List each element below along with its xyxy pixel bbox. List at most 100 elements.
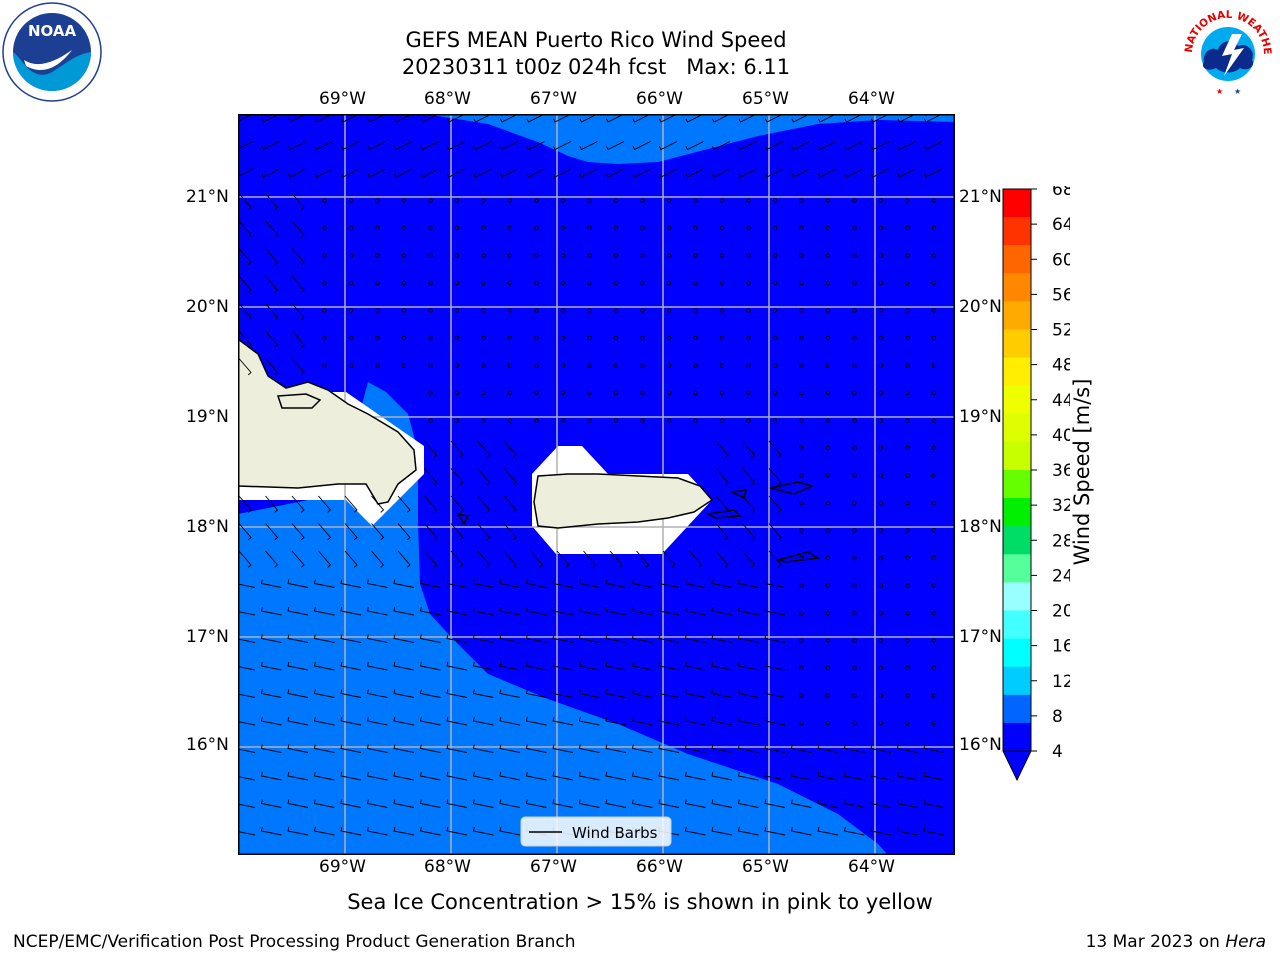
wind-barb xyxy=(552,799,574,808)
wind-barb-calm xyxy=(905,693,910,698)
wind-barb-calm xyxy=(905,253,910,258)
wind-barb-calm xyxy=(931,610,937,616)
wind-barb-calm xyxy=(799,363,804,368)
wind-barb xyxy=(340,799,362,808)
wind-barb-calm xyxy=(454,390,460,396)
wind-barb-calm xyxy=(348,335,354,341)
wind-barb xyxy=(605,114,625,123)
wind-barb xyxy=(737,661,759,671)
wind-barb xyxy=(318,550,332,568)
wind-barb xyxy=(844,141,863,151)
wind-barb xyxy=(685,168,704,178)
wind-barb xyxy=(768,440,782,458)
wind-barb xyxy=(260,716,282,726)
wind-barb xyxy=(397,550,411,568)
wind-barb xyxy=(897,114,916,123)
wind-barb xyxy=(366,826,388,836)
wind-barb xyxy=(764,579,786,588)
wind-barb-calm xyxy=(931,253,937,258)
wind-barb xyxy=(291,523,305,541)
wind-barb xyxy=(238,248,252,266)
wind-barb-calm xyxy=(428,363,433,368)
land-puerto-rico xyxy=(533,473,714,529)
land-hispaniola xyxy=(238,338,417,505)
wind-barb xyxy=(340,716,362,726)
wind-barb xyxy=(238,358,252,376)
wind-barb-calm xyxy=(613,390,619,396)
wind-barb xyxy=(393,141,413,151)
wind-barb xyxy=(340,634,362,643)
wind-barb xyxy=(424,550,438,568)
wind-barb xyxy=(238,611,256,616)
wind-barb xyxy=(260,606,282,616)
wind-barb-calm xyxy=(401,225,407,231)
wind-barb-calm xyxy=(931,528,937,533)
wind-barb xyxy=(313,771,335,781)
land-virgin-islands xyxy=(456,481,821,563)
wind-barb xyxy=(238,114,254,123)
wind-barb xyxy=(477,550,491,568)
wind-barb xyxy=(340,168,360,178)
wind-barb xyxy=(314,114,333,123)
wind-barb-calm xyxy=(587,308,592,313)
wind-barb-calm xyxy=(375,198,380,203)
wind-barb-calm xyxy=(401,363,407,368)
colorbar-tick-label: 48 xyxy=(1052,356,1070,376)
wind-barb-calm xyxy=(772,390,778,396)
wind-barb xyxy=(260,661,282,671)
wind-barb xyxy=(313,744,335,753)
lon-tick-top: 66°W xyxy=(636,89,683,109)
wind-barb xyxy=(424,468,438,486)
wind-barb xyxy=(419,689,441,698)
wind-barb-calm xyxy=(375,363,380,368)
wind-barb xyxy=(419,744,441,753)
wind-barb-calm xyxy=(560,253,566,258)
colorbar-band xyxy=(1003,217,1031,246)
wind-barb-calm xyxy=(931,280,937,286)
wind-barb xyxy=(265,220,279,238)
wind-barb-calm xyxy=(534,363,539,368)
wind-barb-calm xyxy=(534,308,539,313)
wind-barb xyxy=(552,634,574,643)
wind-barb xyxy=(238,168,254,178)
wind-barb-calm xyxy=(772,335,778,341)
wind-barb xyxy=(344,550,358,568)
wind-barb xyxy=(287,114,307,123)
wind-barb-calm xyxy=(719,253,725,258)
wind-barb xyxy=(552,168,572,178)
wind-barb xyxy=(843,744,865,753)
wind-barb xyxy=(287,689,309,698)
wind-barb xyxy=(658,579,680,588)
wind-barb xyxy=(768,495,782,513)
wind-barb-calm xyxy=(852,665,857,671)
wind-barb-calm xyxy=(613,363,619,368)
wind-barb xyxy=(419,606,441,616)
wind-barb xyxy=(632,168,651,178)
lat-tick-left: 18°N xyxy=(186,517,229,537)
wind-barb-calm xyxy=(666,418,672,423)
wind-barb xyxy=(658,799,680,808)
wind-barb-calm xyxy=(348,225,354,231)
wind-barb-calm xyxy=(693,363,698,368)
wind-barb-calm xyxy=(799,418,804,423)
colorbar-tick-label: 56 xyxy=(1052,285,1070,305)
wind-barb-calm xyxy=(454,225,460,231)
wind-barb-calm xyxy=(746,198,751,203)
wind-barb xyxy=(897,168,916,178)
wind-barb xyxy=(344,523,358,541)
colorbar-tick-label: 12 xyxy=(1052,672,1070,692)
wind-map: Wind Barbs xyxy=(238,114,955,855)
wind-barb xyxy=(525,744,547,753)
wind-barb-calm xyxy=(905,528,910,533)
wind-barb xyxy=(605,634,627,643)
wind-barb xyxy=(238,583,256,588)
footer-branch: NCEP/EMC/Verification Post Processing Pr… xyxy=(13,932,576,952)
wind-barb-calm xyxy=(613,418,619,423)
wind-barb-calm xyxy=(534,253,539,258)
wind-barb-calm xyxy=(905,225,910,231)
wind-barb-calm xyxy=(852,528,857,533)
lon-tick-bottom: 65°W xyxy=(742,857,789,877)
wind-barb-calm xyxy=(587,280,592,286)
wind-barbs-legend: Wind Barbs xyxy=(520,816,672,847)
wind-barb xyxy=(419,826,441,836)
